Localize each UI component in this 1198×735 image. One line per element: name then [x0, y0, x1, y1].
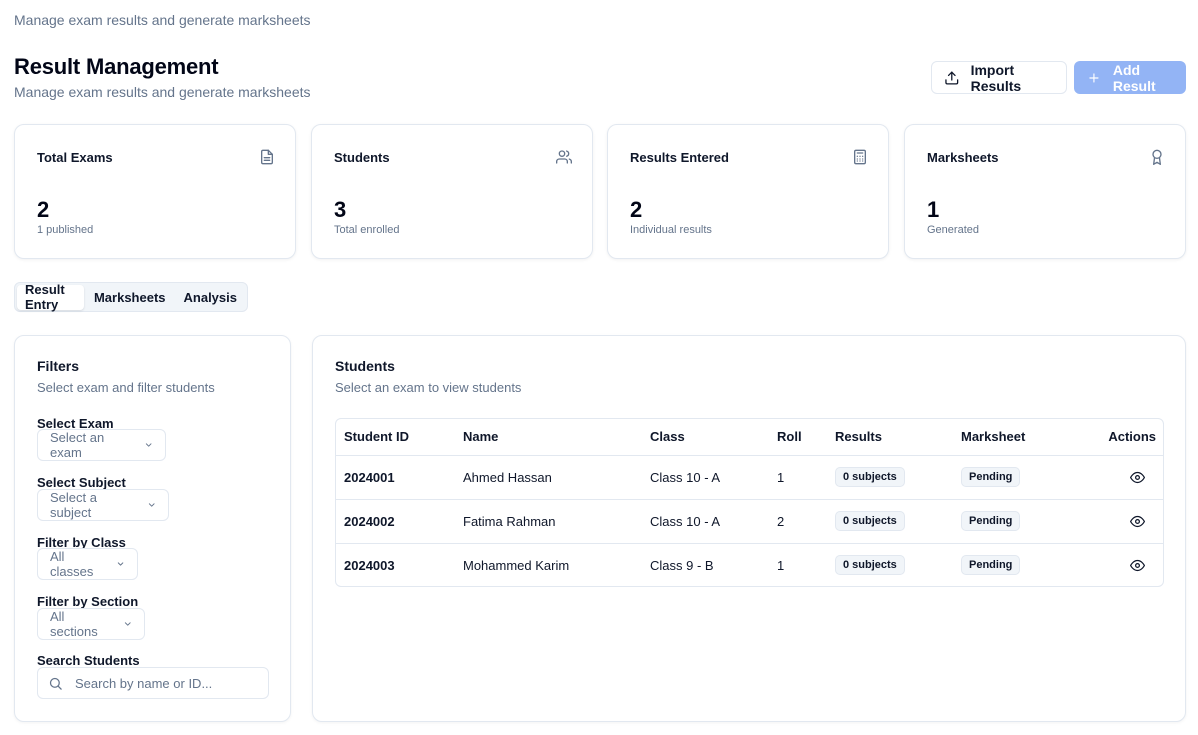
filter-section-value: All sections [50, 609, 98, 639]
select-exam-dropdown[interactable]: Select an exam [37, 429, 166, 461]
student-id: 2024003 [344, 557, 395, 573]
student-class: Class 10 - A [642, 499, 769, 544]
column-header: Actions [1073, 419, 1163, 456]
marksheet-status-badge: Pending [961, 511, 1021, 531]
marksheet-status-badge: Pending [961, 467, 1021, 487]
select-subject-dropdown[interactable]: Select a subject [37, 489, 169, 521]
student-id: 2024001 [336, 455, 455, 500]
eye-icon[interactable] [1130, 470, 1145, 485]
select-subject-value: Select a subject [50, 490, 97, 520]
chevron-down-icon [145, 443, 152, 447]
table-row: 2024003 Mohammed Karim Class 9 - B 1 0 s… [336, 543, 1163, 586]
students-title: Students [335, 358, 395, 374]
stat-value: 3 [334, 197, 347, 222]
import-results-button[interactable]: Import Results [931, 61, 1067, 94]
table-header-row: Student ID Name Class Roll Results Marks… [336, 419, 1163, 456]
add-result-label: Add Result [1112, 61, 1156, 94]
student-name: Ahmed Hassan [455, 455, 642, 500]
filter-section-dropdown[interactable]: All sections [37, 608, 145, 640]
stat-card-marksheets: Marksheets 1 Generated [904, 124, 1186, 259]
calculator-icon [854, 149, 866, 165]
student-name: Fatima Rahman [455, 499, 642, 544]
eye-icon[interactable] [1130, 514, 1145, 529]
filters-title: Filters [37, 358, 80, 374]
filters-description: Select exam and filter students [37, 380, 215, 395]
chevron-down-icon [148, 503, 155, 507]
filter-class-dropdown[interactable]: All classes [37, 548, 138, 580]
student-class: Class 10 - A [642, 455, 769, 500]
student-roll: 1 [769, 455, 827, 500]
file-text-icon [261, 149, 273, 165]
students-table: Student ID Name Class Roll Results Marks… [335, 418, 1164, 587]
tab-analysis[interactable]: Analysis [183, 289, 237, 305]
filter-class-value: All classes [50, 549, 94, 579]
import-results-label: Import Results [970, 61, 1022, 94]
stat-value: 2 [630, 197, 643, 222]
search-box [37, 667, 269, 699]
search-students-label: Search Students [37, 653, 140, 668]
filter-section-label: Filter by Section [37, 594, 139, 609]
tabs: Result Entry Marksheets Analysis [14, 282, 248, 312]
student-roll: 1 [777, 557, 785, 573]
student-id: 2024002 [336, 499, 455, 544]
stat-card-students: Students 3 Total enrolled [311, 124, 593, 259]
users-icon [556, 150, 572, 164]
tab-result-entry[interactable]: Result Entry [17, 282, 84, 312]
select-exam-label: Select Exam [37, 416, 114, 431]
page-subtitle: Manage exam results and generate markshe… [14, 84, 311, 100]
stat-hint: Total enrolled [334, 224, 400, 236]
column-header: Student ID [336, 419, 455, 456]
select-exam-value: Select an exam [50, 430, 105, 460]
column-header: Roll [769, 419, 827, 456]
select-subject-label: Select Subject [37, 475, 126, 490]
student-roll: 2 [769, 499, 827, 544]
results-badge: 0 subjects [835, 511, 905, 531]
results-badge: 0 subjects [835, 555, 905, 576]
table-row: 2024001 Ahmed Hassan Class 10 - A 1 0 su… [336, 455, 1163, 500]
student-class: Class 9 - B [650, 557, 714, 573]
stat-label: Results Entered [630, 150, 729, 165]
eye-icon[interactable] [1130, 558, 1145, 573]
stat-label: Students [334, 150, 390, 165]
students-description: Select an exam to view students [335, 380, 522, 395]
chevron-down-icon [124, 622, 131, 626]
search-input[interactable] [75, 675, 245, 691]
tab-marksheets[interactable]: Marksheets [93, 289, 166, 305]
filter-class-label: Filter by Class [37, 535, 126, 550]
stat-value: 2 [37, 197, 50, 222]
column-header: Name [455, 419, 642, 456]
award-icon [1152, 149, 1162, 165]
students-panel: Students Select an exam to view students… [312, 335, 1186, 722]
results-badge: 0 subjects [835, 467, 905, 487]
stat-hint: Individual results [630, 224, 712, 236]
plus-icon [1089, 72, 1099, 83]
stat-card-total-exams: Total Exams 2 1 published [14, 124, 296, 259]
stat-value: 1 [927, 197, 940, 222]
stat-label: Total Exams [37, 150, 113, 165]
stat-label: Marksheets [927, 150, 999, 165]
stat-hint: Generated [927, 224, 979, 236]
table-row: 2024002 Fatima Rahman Class 10 - A 2 0 s… [336, 499, 1163, 544]
add-result-button[interactable]: Add Result [1074, 61, 1186, 94]
column-header: Results [827, 419, 953, 456]
column-header: Class [642, 419, 769, 456]
column-header: Marksheet [953, 419, 1073, 456]
top-subtitle: Manage exam results and generate markshe… [14, 12, 311, 28]
student-name: Mohammed Karim [463, 557, 570, 573]
search-icon [49, 677, 62, 690]
stat-hint: 1 published [37, 224, 94, 236]
page-title: Result Management [14, 54, 219, 79]
stat-card-results-entered: Results Entered 2 Individual results [607, 124, 889, 259]
chevron-down-icon [117, 562, 124, 566]
marksheet-status-badge: Pending [961, 555, 1021, 576]
upload-icon [945, 71, 959, 84]
filters-panel: Filters Select exam and filter students … [14, 335, 291, 722]
